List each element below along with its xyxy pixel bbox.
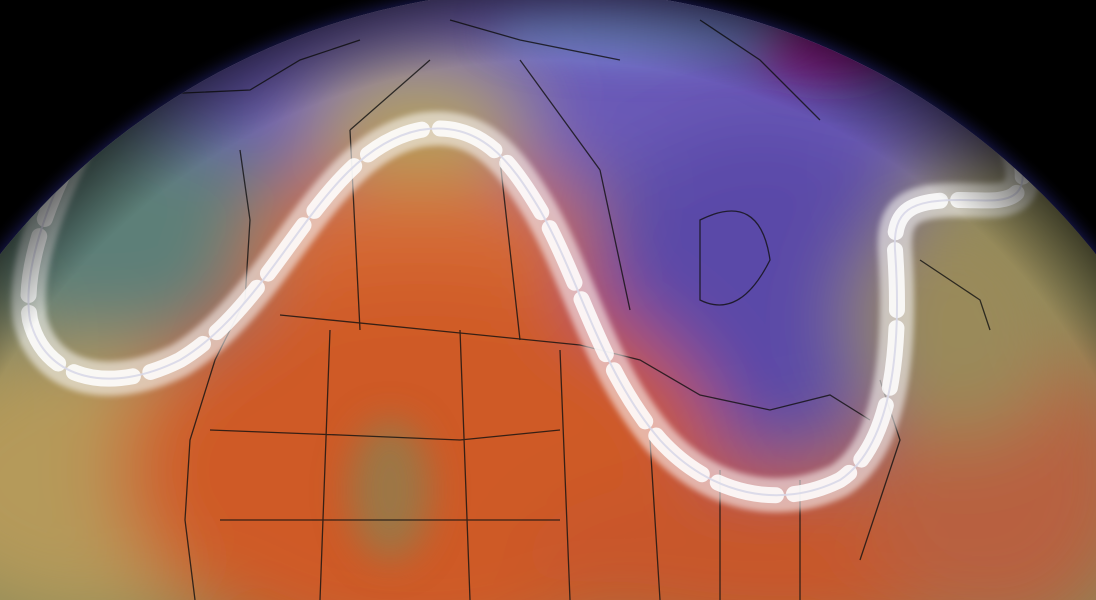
globe-surface [0,0,1096,600]
page: Jet stream map {} html, body { margin: 0… [0,0,1096,600]
globe-shading [0,0,1096,600]
globe-map [0,0,1096,600]
page-body [0,0,1096,600]
